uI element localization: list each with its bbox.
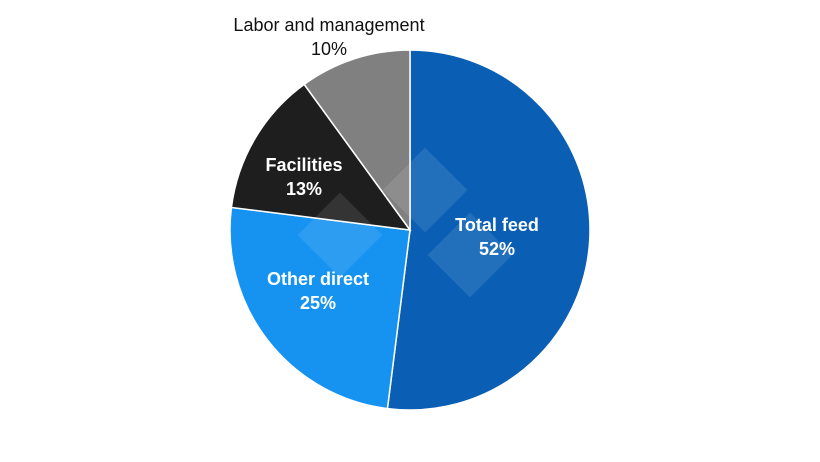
label-name: Other direct [266, 269, 370, 289]
slice-label-labor: Labor and management 10% [233, 13, 424, 61]
pie-slice-labor-and-management [303, 49, 411, 233]
label-pct: 52% [478, 239, 516, 259]
label-name: Total feed [455, 215, 539, 235]
label-pct: 13% [285, 179, 323, 199]
slice-label-other-direct: Other direct 25% [267, 267, 369, 315]
label-pct: 25% [299, 293, 337, 313]
label-name: Labor and management [233, 15, 425, 35]
pie-slice-facilities [230, 83, 412, 231]
label-name: Facilities [265, 155, 343, 175]
pie-slice-other-direct [229, 206, 411, 410]
slice-label-facilities: Facilities 13% [265, 153, 342, 201]
label-pct: 10% [310, 39, 348, 59]
pie-slice-total-feed [386, 49, 591, 411]
slice-label-total-feed: Total feed 52% [455, 213, 539, 261]
